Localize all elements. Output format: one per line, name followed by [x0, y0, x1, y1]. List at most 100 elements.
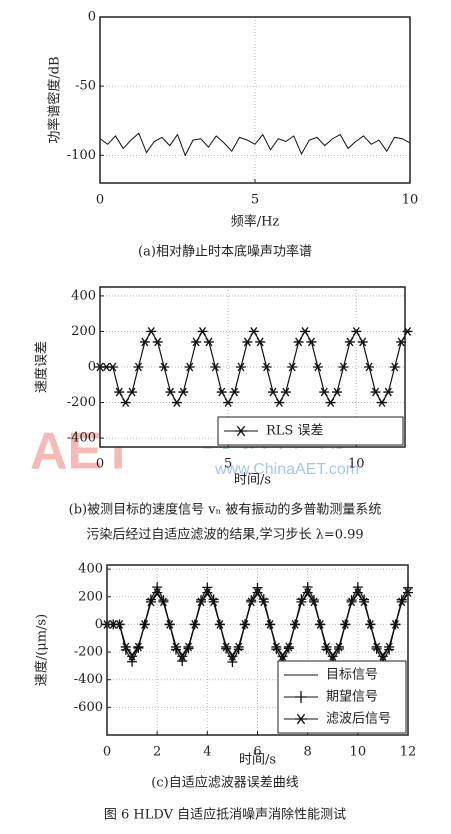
- x-tick-label: 0: [96, 457, 104, 472]
- y-tick-label: 0: [88, 360, 96, 375]
- marker: [164, 620, 175, 629]
- marker: [280, 387, 291, 397]
- marker: [214, 620, 225, 629]
- x-axis-label: 时间/s: [234, 473, 271, 488]
- marker: [202, 582, 213, 593]
- y-axis-label: 速度/(μm/s): [34, 614, 50, 686]
- y-tick-label: 0: [95, 617, 103, 632]
- marker: [248, 327, 259, 336]
- y-tick-label: 400: [71, 288, 96, 303]
- marker: [274, 398, 285, 407]
- marker: [127, 651, 138, 661]
- y-tick-label: 200: [71, 324, 96, 339]
- marker: [183, 642, 194, 652]
- marker: [319, 387, 330, 397]
- marker: [133, 362, 144, 372]
- marker: [302, 588, 313, 598]
- marker: [120, 398, 131, 407]
- marker: [312, 362, 323, 372]
- marker: [296, 597, 307, 607]
- marker: [396, 597, 407, 607]
- marker: [127, 387, 138, 397]
- marker: [357, 337, 368, 347]
- marker: [258, 597, 269, 607]
- marker: [283, 642, 294, 652]
- marker: [145, 597, 156, 607]
- marker: [216, 387, 227, 397]
- marker: [290, 620, 301, 629]
- marker: [246, 597, 257, 607]
- y-tick-label: 0: [88, 10, 96, 25]
- marker: [242, 337, 253, 347]
- marker: [191, 337, 202, 347]
- legend-label: 目标信号: [326, 668, 378, 683]
- marker: [327, 651, 338, 661]
- y-tick-label: -200: [74, 645, 103, 660]
- y-axis-label: 功率谱密度/dB: [47, 56, 63, 143]
- x-axis-label: 频率/Hz: [231, 214, 280, 230]
- marker: [152, 582, 163, 593]
- marker: [300, 327, 311, 336]
- marker: [139, 620, 150, 629]
- marker: [359, 597, 370, 607]
- x-tick-label: 10: [402, 193, 419, 208]
- legend-label: RLS 误差: [266, 424, 323, 439]
- marker: [227, 657, 238, 668]
- y-tick-label: -400: [67, 431, 96, 446]
- watermark: www.ChinaAET.com: [214, 461, 359, 478]
- marker: [315, 620, 326, 629]
- x-axis-label: 时间/s: [239, 753, 276, 768]
- marker: [177, 651, 188, 661]
- data-line: [99, 132, 411, 157]
- marker: [114, 387, 125, 397]
- marker: [229, 387, 240, 397]
- marker: [227, 651, 238, 661]
- marker: [383, 387, 394, 397]
- x-tick-label: 10: [350, 745, 367, 760]
- marker: [325, 398, 336, 407]
- marker: [139, 337, 150, 347]
- legend-label: 期望信号: [326, 689, 378, 705]
- marker: [277, 651, 288, 661]
- marker: [293, 337, 304, 347]
- y-tick-label: -400: [74, 672, 103, 687]
- x-tick-label: 5: [251, 193, 259, 208]
- axes-frame: [106, 564, 409, 736]
- y-tick-label: -600: [74, 700, 103, 715]
- marker: [370, 387, 381, 397]
- axes-frame: [99, 16, 411, 184]
- caption: (a)相对静止时本底噪声功率谱: [138, 244, 312, 260]
- marker: [114, 620, 125, 629]
- marker: [221, 642, 232, 652]
- marker: [197, 327, 208, 336]
- marker: [340, 620, 351, 629]
- x-tick-label: 0: [96, 193, 104, 208]
- marker: [177, 656, 188, 667]
- marker: [389, 362, 400, 372]
- marker: [252, 582, 263, 593]
- y-tick-label: -50: [75, 79, 96, 94]
- y-tick-label: 200: [78, 589, 103, 604]
- marker: [306, 337, 317, 347]
- marker: [352, 588, 363, 598]
- marker: [152, 588, 163, 598]
- marker: [332, 387, 343, 397]
- marker: [223, 398, 234, 407]
- marker: [196, 597, 207, 607]
- marker: [208, 597, 219, 607]
- x-tick-label: 2: [153, 745, 161, 760]
- marker: [308, 597, 319, 607]
- data-line: [107, 593, 409, 656]
- marker: [365, 620, 376, 629]
- marker: [302, 581, 313, 592]
- marker: [127, 656, 138, 667]
- marker: [152, 337, 163, 347]
- x-tick-label: 8: [304, 745, 312, 760]
- marker: [255, 337, 266, 347]
- marker: [210, 362, 221, 372]
- legend-marker: [295, 713, 307, 725]
- marker: [351, 327, 362, 336]
- marker: [158, 597, 169, 607]
- y-tick-label: -100: [67, 148, 96, 163]
